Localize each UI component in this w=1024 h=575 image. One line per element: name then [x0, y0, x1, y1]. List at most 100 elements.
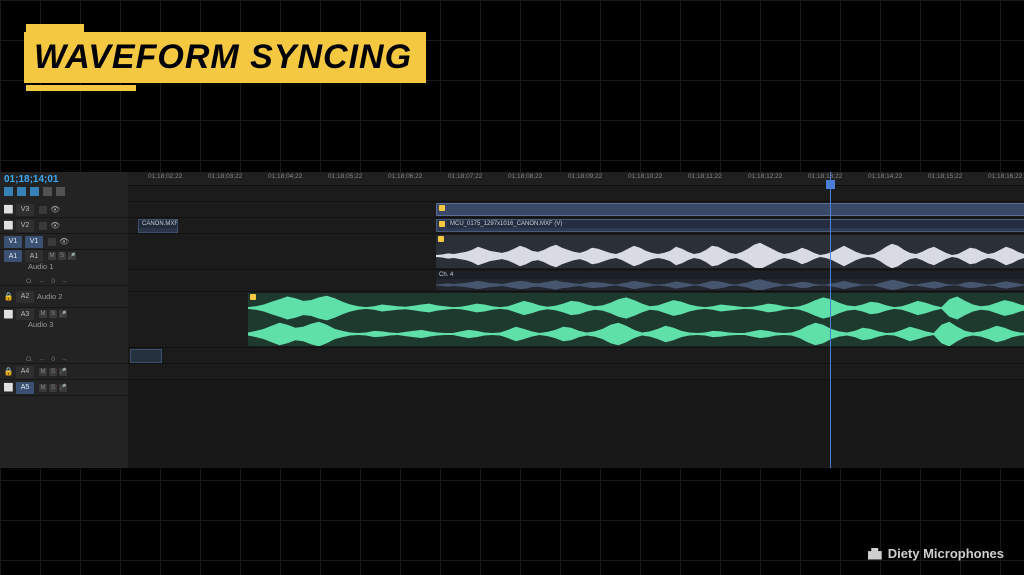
clip-v1[interactable]: MCU_0175_1297x1016_CANON.MXF (V) — [436, 219, 1024, 232]
clip-a4[interactable] — [130, 349, 162, 363]
track-v3[interactable] — [128, 186, 1024, 202]
timeline-area[interactable]: 01;18;02;22 01;18;03;22 01;18;04;22 01;18;0… — [128, 172, 1024, 468]
clip-canon[interactable]: CANON.MXF — [138, 219, 178, 233]
mute-button[interactable]: M — [39, 384, 47, 392]
ruler-tick: 01;18;04;22 — [268, 173, 302, 180]
clip-a2[interactable]: Ch. 4 — [436, 271, 1024, 290]
eye-icon[interactable]: 👁 — [50, 221, 60, 230]
camera-icon — [868, 548, 882, 560]
track-name-a2: Audio 2 — [37, 292, 124, 301]
track-name-a3: Audio 3 — [4, 320, 53, 356]
lock-icon[interactable]: ⬜ — [4, 221, 13, 230]
ruler-tick: 01;18;06;22 — [388, 173, 422, 180]
track-label-v3[interactable]: V3 — [16, 204, 34, 216]
track-label-a1[interactable]: A1 — [25, 250, 43, 262]
clip-label-a2: Ch. 4 — [436, 271, 1024, 279]
ruler-tick: 01;18;14;22 — [868, 173, 902, 180]
track-header-a2[interactable]: 🔒 A2 Audio 2 — [0, 286, 128, 308]
lock-icon[interactable]: 🔒 — [4, 292, 13, 301]
timeline-header: 01;18;14;01 — [0, 172, 128, 202]
mute-button[interactable]: M — [39, 310, 47, 318]
ruler-tick: 01;18;16;22 — [988, 173, 1022, 180]
playhead[interactable] — [830, 172, 831, 468]
track-header-v3[interactable]: ⬜ V3 👁 — [0, 202, 128, 218]
mute-button[interactable]: M — [39, 368, 47, 376]
marker-icon[interactable] — [30, 187, 39, 196]
track-label-a2[interactable]: A2 — [16, 291, 34, 303]
tracks-container: CANON.MXF MCU_0175_1297x1016_CANON.MXF (… — [128, 186, 1024, 468]
track-label-a5[interactable]: A5 — [16, 382, 34, 394]
track-header-a5[interactable]: ⬜ A5 M S 🎤 — [0, 380, 128, 396]
eye-icon[interactable]: 👁 — [59, 237, 69, 246]
mute-button[interactable]: M — [48, 252, 56, 260]
wrench-icon[interactable] — [56, 187, 65, 196]
voice-icon[interactable]: 🎤 — [59, 368, 67, 376]
track-a1[interactable] — [128, 234, 1024, 270]
lock-icon[interactable]: ⬜ — [4, 310, 13, 319]
ruler-tick: 01;18;10;22 — [628, 173, 662, 180]
title-banner: WAVEFORM SYNCING — [24, 24, 426, 91]
clip-a3[interactable] — [248, 293, 1024, 346]
voice-icon[interactable]: 🎤 — [68, 252, 76, 260]
track-label-a4[interactable]: A4 — [16, 366, 34, 378]
track-a3[interactable] — [128, 292, 1024, 348]
track-label-v1[interactable]: V1 — [25, 236, 43, 248]
title-accent-bottom — [26, 85, 136, 91]
link-icon[interactable] — [17, 187, 26, 196]
track-header-a4[interactable]: 🔒 A4 M S 🎤 — [0, 364, 128, 380]
settings-icon[interactable] — [43, 187, 52, 196]
track-meter-a3: O.←0→ — [4, 356, 68, 363]
waveform-a1 — [436, 242, 1024, 268]
track-v2[interactable] — [128, 202, 1024, 218]
timecode-display: 01;18;14;01 — [4, 174, 124, 185]
clip-marker-icon — [439, 205, 445, 211]
track-toggle[interactable] — [39, 222, 47, 230]
ruler-tick: 01;18;07;22 — [448, 173, 482, 180]
track-header-column: 01;18;14;01 ⬜ V3 👁 ⬜ V2 👁 V1 V1 � — [0, 172, 128, 468]
solo-button[interactable]: S — [49, 384, 57, 392]
ruler-tick: 01;18;13;22 — [808, 173, 842, 180]
clip-label-v1: MCU_0175_1297x1016_CANON.MXF (V) — [447, 220, 1024, 228]
title-accent-top — [26, 24, 84, 32]
track-a2[interactable]: Ch. 4 — [128, 270, 1024, 292]
lock-icon[interactable]: ⬜ — [4, 383, 13, 392]
tool-row — [4, 187, 124, 196]
ruler-tick: 01;18;12;22 — [748, 173, 782, 180]
playhead-handle[interactable] — [826, 180, 835, 189]
clip-v2[interactable] — [436, 203, 1024, 216]
clip-a1[interactable] — [436, 235, 1024, 268]
voice-icon[interactable]: 🎤 — [59, 310, 67, 318]
track-name-a1: Audio 1 — [4, 262, 53, 278]
time-ruler[interactable]: 01;18;02;22 01;18;03;22 01;18;04;22 01;18;0… — [128, 172, 1024, 186]
track-label-v2[interactable]: V2 — [16, 220, 34, 232]
waveform-a2 — [436, 279, 1024, 290]
clip-label-canon: CANON.MXF — [139, 220, 177, 228]
track-label-a3[interactable]: A3 — [16, 308, 34, 320]
ruler-tick: 01;18;08;22 — [508, 173, 542, 180]
voice-icon[interactable]: 🎤 — [59, 384, 67, 392]
track-a5[interactable] — [128, 364, 1024, 380]
track-header-a3[interactable]: ⬜ A3 M S 🎤 Audio 3 O.←0→ — [0, 308, 128, 364]
lock-icon[interactable]: 🔒 — [4, 367, 13, 376]
track-toggle[interactable] — [39, 206, 47, 214]
title-text: WAVEFORM SYNCING — [24, 32, 426, 83]
solo-button[interactable]: S — [49, 310, 57, 318]
brand-watermark: Diety Microphones — [868, 546, 1004, 561]
solo-button[interactable]: S — [58, 252, 66, 260]
ruler-tick: 01;18;02;22 — [148, 173, 182, 180]
eye-icon[interactable]: 👁 — [50, 205, 60, 214]
track-meter-a1: O.←0→ — [4, 278, 68, 285]
ruler-tick: 01;18;11;22 — [688, 173, 722, 180]
track-header-v1[interactable]: V1 V1 👁 — [0, 234, 128, 250]
track-src-v1[interactable]: V1 — [4, 236, 22, 248]
ruler-tick: 01;18;03;22 — [208, 173, 242, 180]
track-a4[interactable] — [128, 348, 1024, 364]
lock-icon[interactable]: ⬜ — [4, 205, 13, 214]
track-src-a1[interactable]: A1 — [4, 250, 22, 262]
track-toggle[interactable] — [48, 238, 56, 246]
track-header-v2[interactable]: ⬜ V2 👁 — [0, 218, 128, 234]
track-v1[interactable]: CANON.MXF MCU_0175_1297x1016_CANON.MXF (… — [128, 218, 1024, 234]
solo-button[interactable]: S — [49, 368, 57, 376]
track-header-a1[interactable]: A1 A1 M S 🎤 Audio 1 O.←0→ — [0, 250, 128, 286]
snap-icon[interactable] — [4, 187, 13, 196]
